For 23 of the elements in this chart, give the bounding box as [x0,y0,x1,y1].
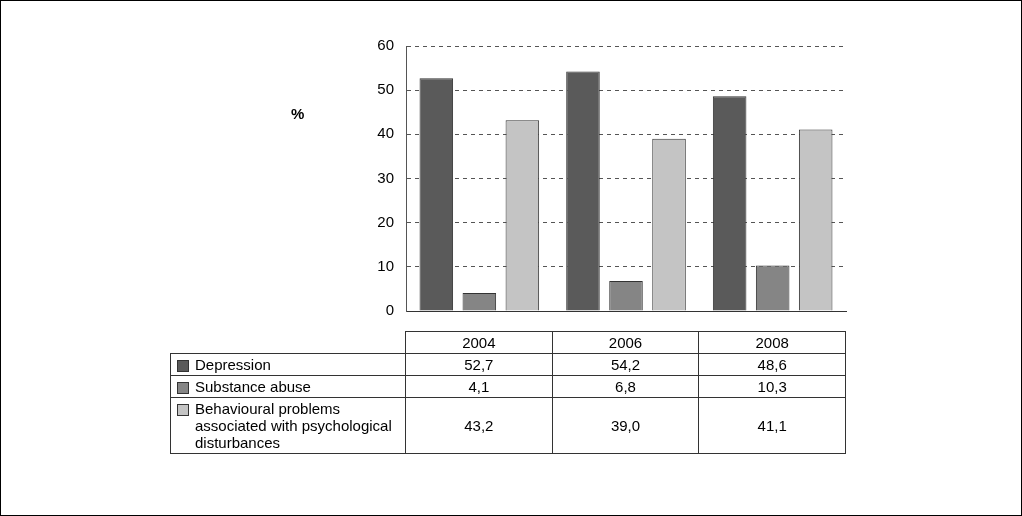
y-tick-label: 0 [385,301,394,319]
legend-label: Substance abuse [195,378,312,395]
y-tick-label: 20 [377,212,394,230]
y-axis-title: % [291,105,305,122]
data-label: 48,6 [698,353,846,376]
y-tick-label: 50 [377,80,394,98]
data-label: 41,1 [698,397,846,454]
data-label: 39,0 [552,397,699,454]
x-tick-label: 2006 [552,331,699,354]
data-label: 10,3 [698,375,846,398]
y-tick-label: 60 [377,36,394,54]
data-label: 43,2 [405,397,553,454]
legend-label: Behavioural problems associated with psychological disturbances [195,400,393,451]
legend-label: Depression [195,356,272,373]
data-label: 4,1 [405,375,553,398]
y-tick-label: 10 [377,256,394,274]
data-label: 52,7 [405,353,553,376]
x-tick-label: 2008 [698,331,846,354]
data-label: 54,2 [552,353,699,376]
x-tick-label: 2004 [405,331,553,354]
y-tick-label: 40 [377,124,394,142]
data-label: 6,8 [552,375,699,398]
y-tick-label: 30 [377,168,394,186]
